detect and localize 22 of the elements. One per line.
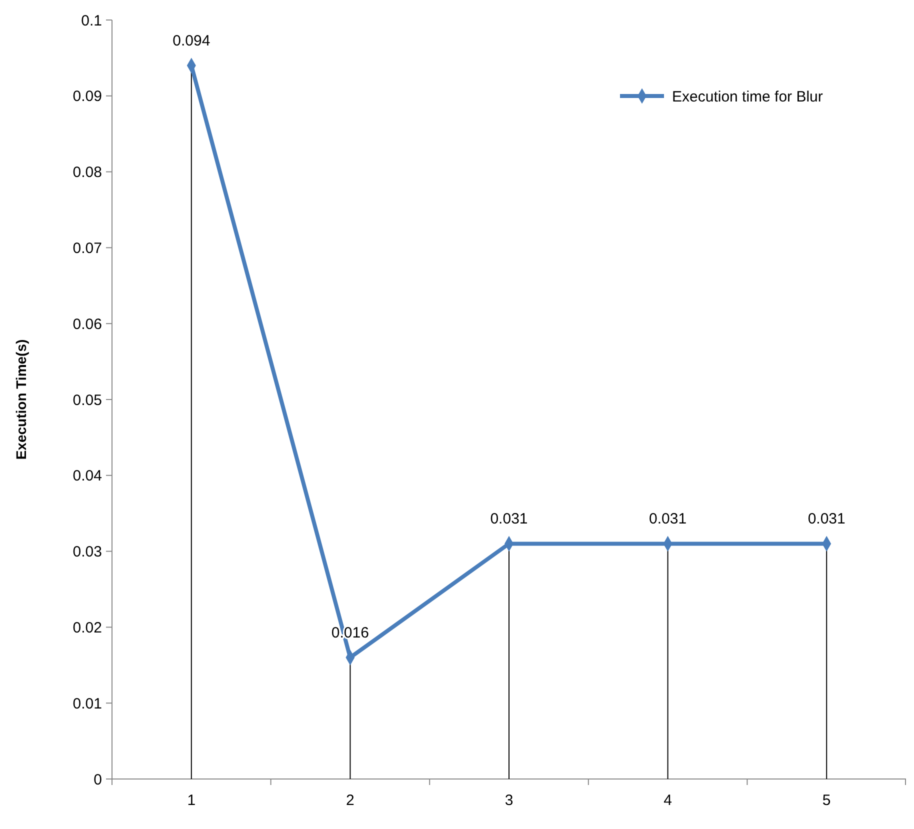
- y-tick-label: 0.1: [81, 12, 102, 30]
- x-tick-label: 4: [664, 792, 672, 809]
- x-tick-label: 1: [187, 792, 196, 809]
- y-tick-label: 0.04: [72, 468, 102, 485]
- x-tick-label: 3: [504, 792, 514, 809]
- x-tick-label: 2: [346, 792, 354, 809]
- y-tick-label: 0.06: [72, 316, 102, 333]
- data-label: 0.031: [490, 510, 528, 528]
- y-tick-label: 0.05: [72, 392, 102, 409]
- y-tick-label: 0.07: [72, 240, 102, 257]
- y-tick-label: 0: [94, 771, 102, 788]
- y-axis-title: Execution Time(s): [13, 339, 29, 460]
- data-label: 0.094: [172, 32, 210, 50]
- data-label: 0.031: [808, 510, 846, 528]
- y-tick-label: 0.03: [72, 544, 102, 561]
- data-label: 0.031: [649, 510, 687, 528]
- y-tick-label: 0.08: [72, 164, 102, 182]
- y-tick-label: 0.02: [72, 619, 102, 636]
- y-tick-label: 0.01: [72, 695, 102, 712]
- x-tick-label: 5: [822, 792, 831, 809]
- y-tick-label: 0.09: [72, 88, 102, 106]
- legend-label: Execution time for Blur: [672, 88, 823, 106]
